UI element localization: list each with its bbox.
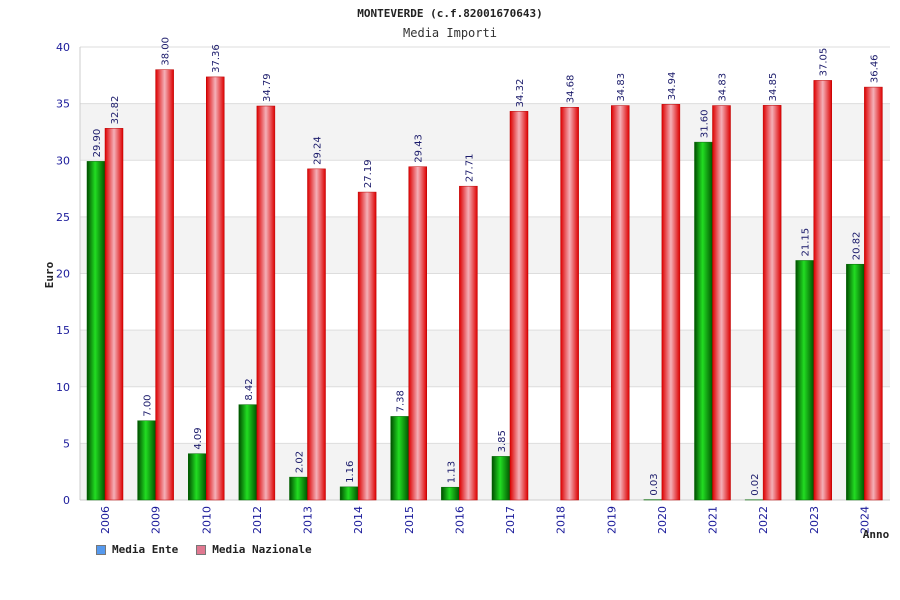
x-tick-label: 2021 <box>707 506 720 534</box>
data-label: 1.13 <box>446 461 457 483</box>
bars <box>86 69 883 501</box>
bar <box>155 69 174 501</box>
bar <box>694 141 713 501</box>
x-axis-label: Anno <box>863 528 890 541</box>
x-tick-label: 2006 <box>99 506 112 534</box>
data-label: 34.83 <box>718 73 729 102</box>
data-label: 34.79 <box>262 73 273 102</box>
y-tick-label: 20 <box>56 268 70 281</box>
x-tick-label: 2019 <box>605 506 618 534</box>
y-tick-label: 40 <box>56 41 70 54</box>
bar <box>339 486 359 501</box>
bar <box>813 80 832 501</box>
data-label: 32.82 <box>110 96 121 125</box>
bar <box>188 453 207 501</box>
x-tick-label: 2014 <box>352 506 365 534</box>
bar <box>712 105 731 501</box>
x-axis-ticks: 2006 2009 2010 2012 2013 2014 2015 2016 2017 2018… <box>99 506 871 534</box>
bar <box>459 185 478 501</box>
data-label: 7.38 <box>396 390 407 412</box>
bar <box>762 105 782 501</box>
bar <box>289 476 308 501</box>
y-axis-ticks: 0 5 10 15 20 25 30 35 40 <box>56 41 70 507</box>
data-label: 8.42 <box>244 378 255 400</box>
data-label: 21.15 <box>801 228 812 257</box>
x-tick-label: 2018 <box>555 506 568 534</box>
bar <box>408 166 427 501</box>
data-label: 34.68 <box>566 75 577 104</box>
data-label: 4.09 <box>193 427 204 449</box>
bar <box>104 128 124 501</box>
data-label: 38.00 <box>161 37 172 66</box>
data-label: 29.24 <box>313 136 324 165</box>
bar <box>611 105 630 501</box>
data-label: 37.36 <box>211 44 222 73</box>
bar <box>509 111 529 501</box>
data-label: 27.19 <box>363 159 374 188</box>
data-label: 37.05 <box>819 48 830 77</box>
x-tick-label: 2010 <box>200 506 213 534</box>
x-tick-label: 2020 <box>656 506 669 534</box>
data-label: 34.32 <box>515 79 526 108</box>
y-tick-label: 0 <box>63 494 70 507</box>
bar <box>560 106 579 501</box>
legend-item-media-ente: Media Ente <box>96 543 178 556</box>
bar <box>491 456 511 501</box>
x-tick-label: 2013 <box>302 506 315 534</box>
y-axis-label: Euro <box>43 261 56 288</box>
chart-title: MONTEVERDE (c.f.82001670643) <box>357 7 542 20</box>
x-tick-label: 2016 <box>453 506 466 534</box>
bar <box>864 86 883 501</box>
bar <box>390 416 409 501</box>
data-label: 7.00 <box>143 394 154 416</box>
x-tick-label: 2024 <box>858 506 871 534</box>
data-label: 0.02 <box>750 474 761 496</box>
bar <box>846 263 865 501</box>
bar <box>357 191 377 501</box>
data-label: 2.02 <box>295 451 306 473</box>
y-tick-label: 5 <box>63 437 70 450</box>
y-tick-label: 25 <box>56 211 70 224</box>
legend: Media Ente Media Nazionale <box>96 543 312 556</box>
y-tick-label: 15 <box>56 324 70 337</box>
bar <box>441 486 460 501</box>
data-label: 1.16 <box>345 461 356 483</box>
legend-label-media-nazionale: Media Nazionale <box>212 543 312 556</box>
data-label: 34.94 <box>667 72 678 101</box>
legend-item-media-nazionale: Media Nazionale <box>196 543 312 556</box>
legend-label-media-ente: Media Ente <box>112 543 179 556</box>
bar <box>307 168 326 501</box>
data-label: 34.83 <box>616 73 627 102</box>
data-label: 29.90 <box>92 129 103 158</box>
legend-swatch-media-nazionale <box>196 544 207 555</box>
y-tick-label: 35 <box>56 98 70 111</box>
x-tick-label: 2009 <box>150 506 163 534</box>
data-label: 36.46 <box>869 54 880 83</box>
data-label: 31.60 <box>700 109 711 138</box>
y-tick-label: 30 <box>56 154 70 167</box>
bar <box>256 105 276 501</box>
data-label: 27.71 <box>464 154 475 183</box>
bar <box>661 104 681 501</box>
data-label: 34.85 <box>768 73 779 102</box>
x-tick-label: 2022 <box>757 506 770 534</box>
legend-swatch-media-ente <box>96 544 106 555</box>
bar <box>795 260 814 501</box>
data-labels: 29.90 32.82 7.00 38.00 4.09 37.36 8.42 34.79 2.0… <box>92 37 880 496</box>
data-label: 0.03 <box>649 473 660 495</box>
bar <box>86 161 106 501</box>
bar <box>206 76 225 501</box>
x-tick-label: 2015 <box>403 506 416 534</box>
data-label: 3.85 <box>497 430 508 452</box>
bar <box>137 420 156 501</box>
y-tick-label: 10 <box>56 381 70 394</box>
x-tick-label: 2012 <box>251 506 264 534</box>
data-label: 29.43 <box>414 134 425 163</box>
bar <box>238 404 258 501</box>
data-label: 20.82 <box>851 232 862 261</box>
chart-subtitle: Media Importi <box>403 26 497 40</box>
x-tick-label: 2023 <box>808 506 821 534</box>
x-tick-label: 2017 <box>504 506 517 534</box>
